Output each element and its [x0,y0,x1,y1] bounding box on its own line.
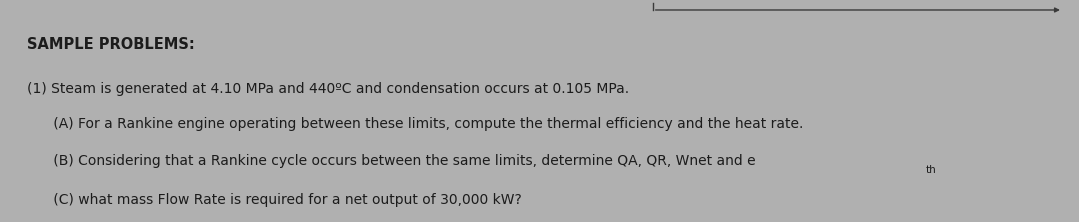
Text: (A) For a Rankine engine operating between these limits, compute the thermal eff: (A) For a Rankine engine operating betwe… [27,117,804,131]
Text: (1) Steam is generated at 4.10 MPa and 440ºC and condensation occurs at 0.105 MP: (1) Steam is generated at 4.10 MPa and 4… [27,82,629,96]
Text: SAMPLE PROBLEMS:: SAMPLE PROBLEMS: [27,37,194,52]
Text: th: th [926,165,937,175]
Text: (C) what mass Flow Rate is required for a net output of 30,000 kW?: (C) what mass Flow Rate is required for … [27,193,522,207]
Text: (B) Considering that a Rankine cycle occurs between the same limits, determine Q: (B) Considering that a Rankine cycle occ… [27,154,755,168]
